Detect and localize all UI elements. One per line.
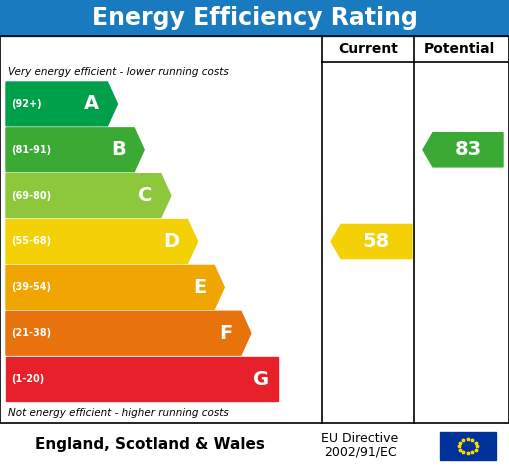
Text: A: A <box>84 94 99 113</box>
Text: Energy Efficiency Rating: Energy Efficiency Rating <box>92 6 417 30</box>
Text: Potential: Potential <box>424 42 495 56</box>
Text: (92+): (92+) <box>11 99 42 109</box>
Text: 58: 58 <box>363 232 390 251</box>
Polygon shape <box>6 174 171 218</box>
Polygon shape <box>423 133 503 167</box>
Text: D: D <box>163 232 180 251</box>
Bar <box>0 0 509 36</box>
Polygon shape <box>6 82 118 126</box>
Polygon shape <box>331 225 412 259</box>
Text: E: E <box>193 278 206 297</box>
Text: (69-80): (69-80) <box>11 191 51 201</box>
Polygon shape <box>6 219 197 263</box>
Polygon shape <box>6 265 224 309</box>
Text: (21-38): (21-38) <box>11 328 51 338</box>
Text: Current: Current <box>338 42 398 56</box>
Bar <box>0 423 509 467</box>
Text: (39-54): (39-54) <box>11 283 51 292</box>
Text: G: G <box>253 369 270 389</box>
Text: England, Scotland & Wales: England, Scotland & Wales <box>35 438 265 453</box>
Text: Very energy efficient - lower running costs: Very energy efficient - lower running co… <box>8 67 229 77</box>
Polygon shape <box>6 357 277 401</box>
Text: Not energy efficient - higher running costs: Not energy efficient - higher running co… <box>8 408 229 418</box>
Text: 2002/91/EC: 2002/91/EC <box>324 446 397 459</box>
Text: 83: 83 <box>455 140 482 159</box>
Bar <box>440 432 496 460</box>
Text: F: F <box>220 324 233 343</box>
Text: EU Directive: EU Directive <box>321 432 399 445</box>
Text: (1-20): (1-20) <box>11 374 44 384</box>
Polygon shape <box>6 311 251 355</box>
Text: (55-68): (55-68) <box>11 236 51 247</box>
Bar <box>0 36 509 423</box>
Text: C: C <box>138 186 153 205</box>
Text: (81-91): (81-91) <box>11 145 51 155</box>
Text: B: B <box>111 140 126 159</box>
Polygon shape <box>6 128 144 172</box>
